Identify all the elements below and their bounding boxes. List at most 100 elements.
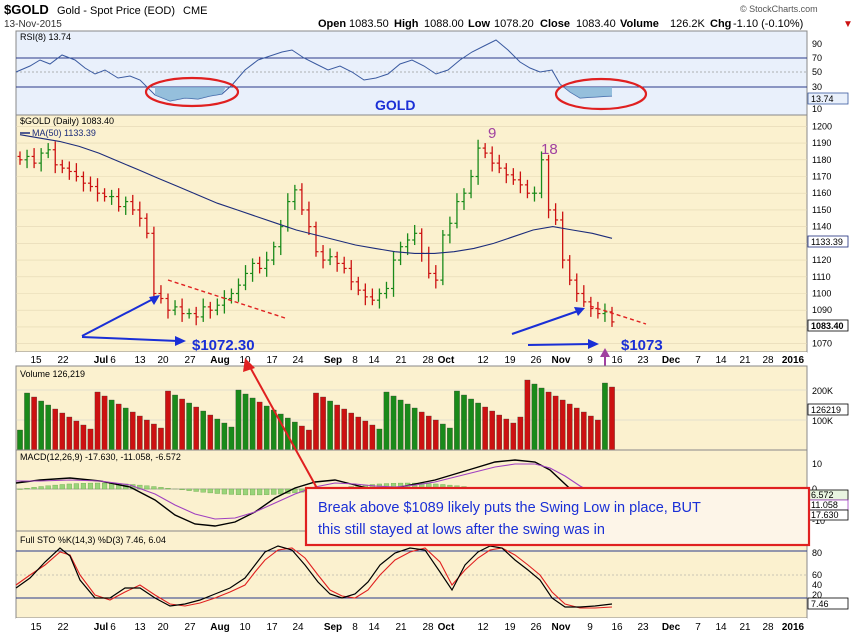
date-axis-tick: 27 — [184, 355, 196, 366]
close-label: Close — [540, 18, 570, 30]
date-axis-tick: 17 — [266, 355, 278, 366]
volume-bar — [165, 391, 170, 450]
volume-bar — [349, 413, 354, 450]
volume-bar — [31, 397, 36, 450]
date-axis-tick: Nov — [552, 622, 571, 633]
date-axis-tick: 19 — [504, 622, 516, 633]
volume-label: Volume — [620, 18, 659, 30]
volume-bar — [187, 403, 192, 450]
date-axis-tick: 14 — [715, 622, 727, 633]
date-axis-tick: 6 — [110, 355, 116, 366]
date-axis-tick: 21 — [395, 622, 407, 633]
date-axis-tick: 16 — [611, 622, 623, 633]
date-axis-tick: 22 — [57, 355, 69, 366]
macd-hist-bar — [144, 486, 149, 489]
volume-bar — [398, 400, 403, 450]
volume-bar — [194, 407, 199, 450]
price-axis-tick: 1170 — [812, 172, 831, 182]
date-axis-tick: 9 — [587, 622, 593, 633]
macd-value: 17.630 — [811, 510, 839, 520]
macd-hist-bar — [201, 489, 206, 492]
date-axis-tick: Sep — [324, 622, 342, 633]
volume-bar — [172, 395, 177, 450]
macd-hist-bar — [46, 486, 51, 489]
macd-signal-value: 11.058 — [811, 500, 838, 510]
high-label: High — [394, 18, 419, 30]
volume-current-value: 126219 — [811, 405, 841, 415]
date-axis-tick: Jul — [94, 355, 109, 366]
date-axis-tick: 28 — [422, 355, 434, 366]
volume-bar — [525, 380, 530, 450]
macd-hist-bar — [278, 489, 283, 494]
volume-bar — [490, 411, 495, 450]
volume-bar — [299, 426, 304, 450]
volume-bar — [67, 417, 72, 450]
volume-bar — [546, 392, 551, 450]
date-axis-tick: 12 — [477, 622, 489, 633]
date-axis-tick: 15 — [30, 355, 42, 366]
date-axis-tick: 26 — [530, 622, 542, 633]
volume-bar — [483, 407, 488, 450]
date-axis-tick: 7 — [695, 622, 701, 633]
menu-arrow-icon[interactable]: ▼ — [843, 19, 853, 30]
ma-label: MA(50) 1133.39 — [32, 128, 96, 138]
volume-bar — [363, 421, 368, 450]
volume-bar — [74, 421, 79, 450]
volume-bar — [130, 412, 135, 450]
date-axis-tick: 22 — [57, 622, 69, 633]
price-panel-label: $GOLD (Daily) 1083.40 — [20, 116, 114, 126]
macd-hist-bar — [187, 489, 192, 491]
date-axis-tick: Aug — [210, 622, 229, 633]
date-axis-tick: 23 — [637, 355, 649, 366]
low-label: Low — [468, 18, 490, 30]
volume-bar — [595, 420, 600, 450]
volume-bar — [391, 396, 396, 450]
date-axis-tick: 2016 — [782, 355, 805, 366]
low-value: 1078.20 — [494, 18, 534, 30]
volume-bar — [581, 412, 586, 450]
open-value: 1083.50 — [349, 18, 389, 30]
date-axis-tick: 12 — [477, 355, 489, 366]
volume-bar — [609, 387, 614, 450]
rsi-current-value: 13.74 — [811, 94, 834, 104]
date-axis-tick: 16 — [611, 355, 623, 366]
price-axis-tick: 1100 — [812, 289, 831, 299]
macd-hist-bar — [222, 489, 227, 494]
volume-bar — [123, 408, 128, 450]
macd-hist-bar — [236, 489, 241, 495]
volume-bar — [137, 416, 142, 450]
cycle-count-18: 18 — [541, 141, 558, 158]
sto-axis-80: 80 — [812, 548, 822, 558]
price-axis-tick: 1150 — [812, 205, 831, 215]
volume-bar — [356, 417, 361, 450]
macd-hist-bar — [215, 489, 220, 494]
volume-bar — [518, 417, 523, 450]
volume-bar — [313, 393, 318, 450]
price-axis-tick: 1070 — [812, 339, 832, 349]
date-axis-tick: Dec — [662, 355, 681, 366]
volume-panel-label: Volume 126,219 — [20, 369, 85, 379]
close-value: 1083.40 — [576, 18, 616, 30]
volume-bar — [306, 430, 311, 450]
date-axis-tick: 13 — [134, 622, 146, 633]
date-axis-tick: 19 — [504, 355, 516, 366]
volume-bar — [60, 413, 65, 450]
volume-bar — [384, 392, 389, 450]
volume-panel: Volume 126,219 200K 100K 126219 — [16, 366, 848, 450]
volume-bar — [433, 420, 438, 450]
date-axis-tick: Oct — [438, 622, 455, 633]
rsi-panel: RSI(8) 13.74 90 70 50 30 10 13.74 GOLD — [16, 31, 848, 115]
date-axis-tick: 8 — [352, 622, 358, 633]
volume-bar — [250, 398, 255, 450]
volume-bar — [440, 424, 445, 450]
macd-hist-bar — [95, 483, 100, 489]
rsi-label: RSI(8) 13.74 — [20, 32, 71, 42]
price-axis-tick: 1180 — [812, 155, 831, 165]
date-axis-tick: Jul — [94, 622, 109, 633]
date-axis-tick: 13 — [134, 355, 146, 366]
price-axis-tick: 1110 — [812, 272, 831, 282]
macd-hist-bar — [67, 484, 72, 489]
volume-bar — [560, 400, 565, 450]
date-axis-tick: 20 — [157, 622, 169, 633]
